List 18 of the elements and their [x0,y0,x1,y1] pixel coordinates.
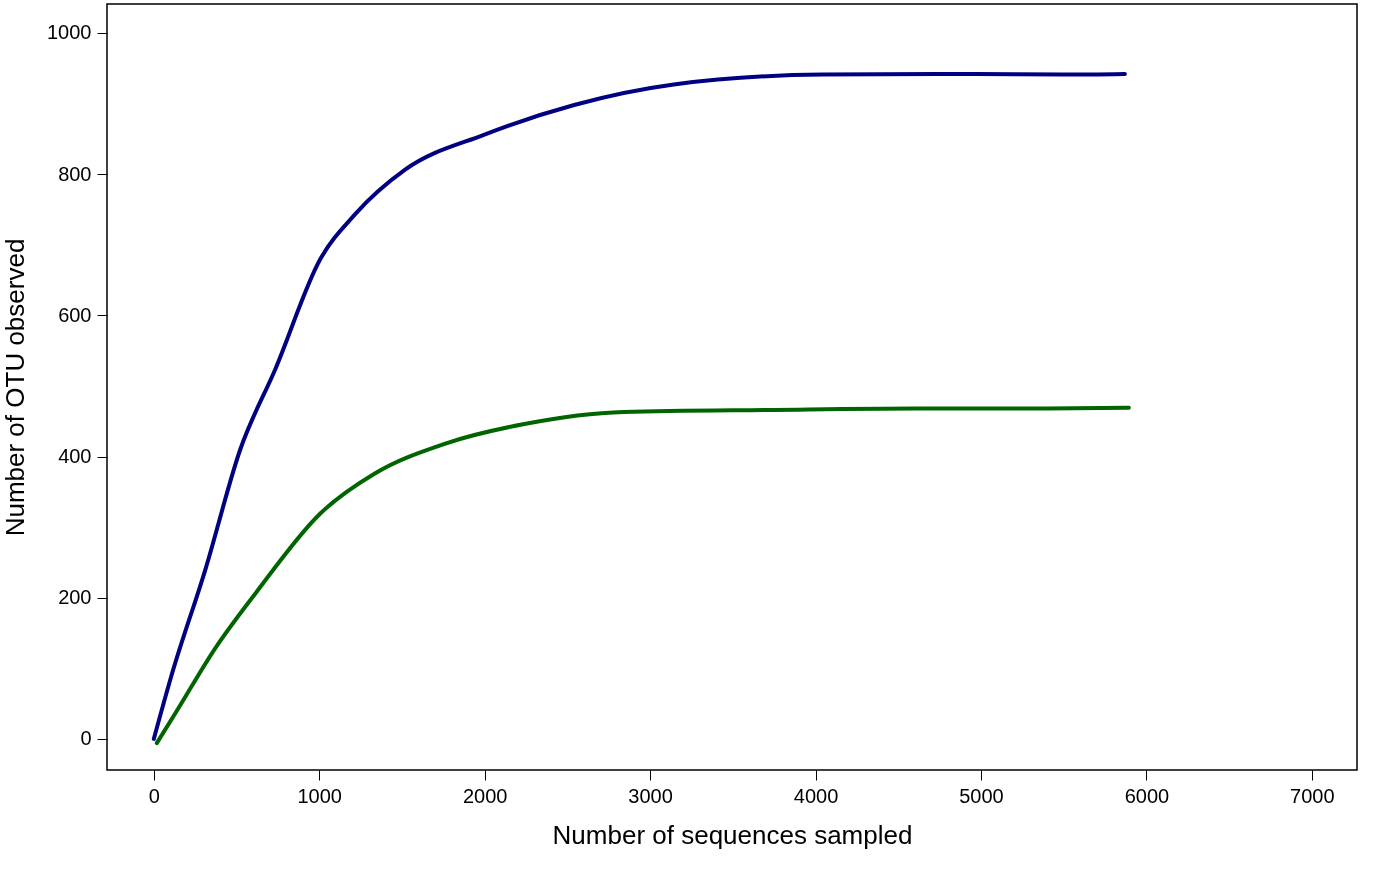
x-tick-label: 3000 [628,784,673,807]
y-tick-label: 600 [58,303,92,326]
y-tick-label: 400 [58,445,92,468]
y-axis-title: Number of OTU observed [0,238,31,537]
x-tick-label: 5000 [959,784,1004,807]
y-tick-label: 0 [80,727,92,750]
y-tick-label: 200 [58,586,92,609]
x-tick-label: 0 [148,784,160,807]
y-tick-label: 800 [58,162,92,185]
x-tick-label: 7000 [1290,784,1335,807]
line-series [154,405,1131,746]
x-tick-label: 4000 [793,784,839,807]
x-axis-title: Number of sequences sampled [552,819,913,850]
x-tick-label: 6000 [1124,784,1170,807]
x-tick-label: 1000 [297,784,342,807]
y-tick-label: 1000 [47,21,92,44]
line-series [151,71,1127,741]
x-tick-label: 2000 [462,784,508,807]
